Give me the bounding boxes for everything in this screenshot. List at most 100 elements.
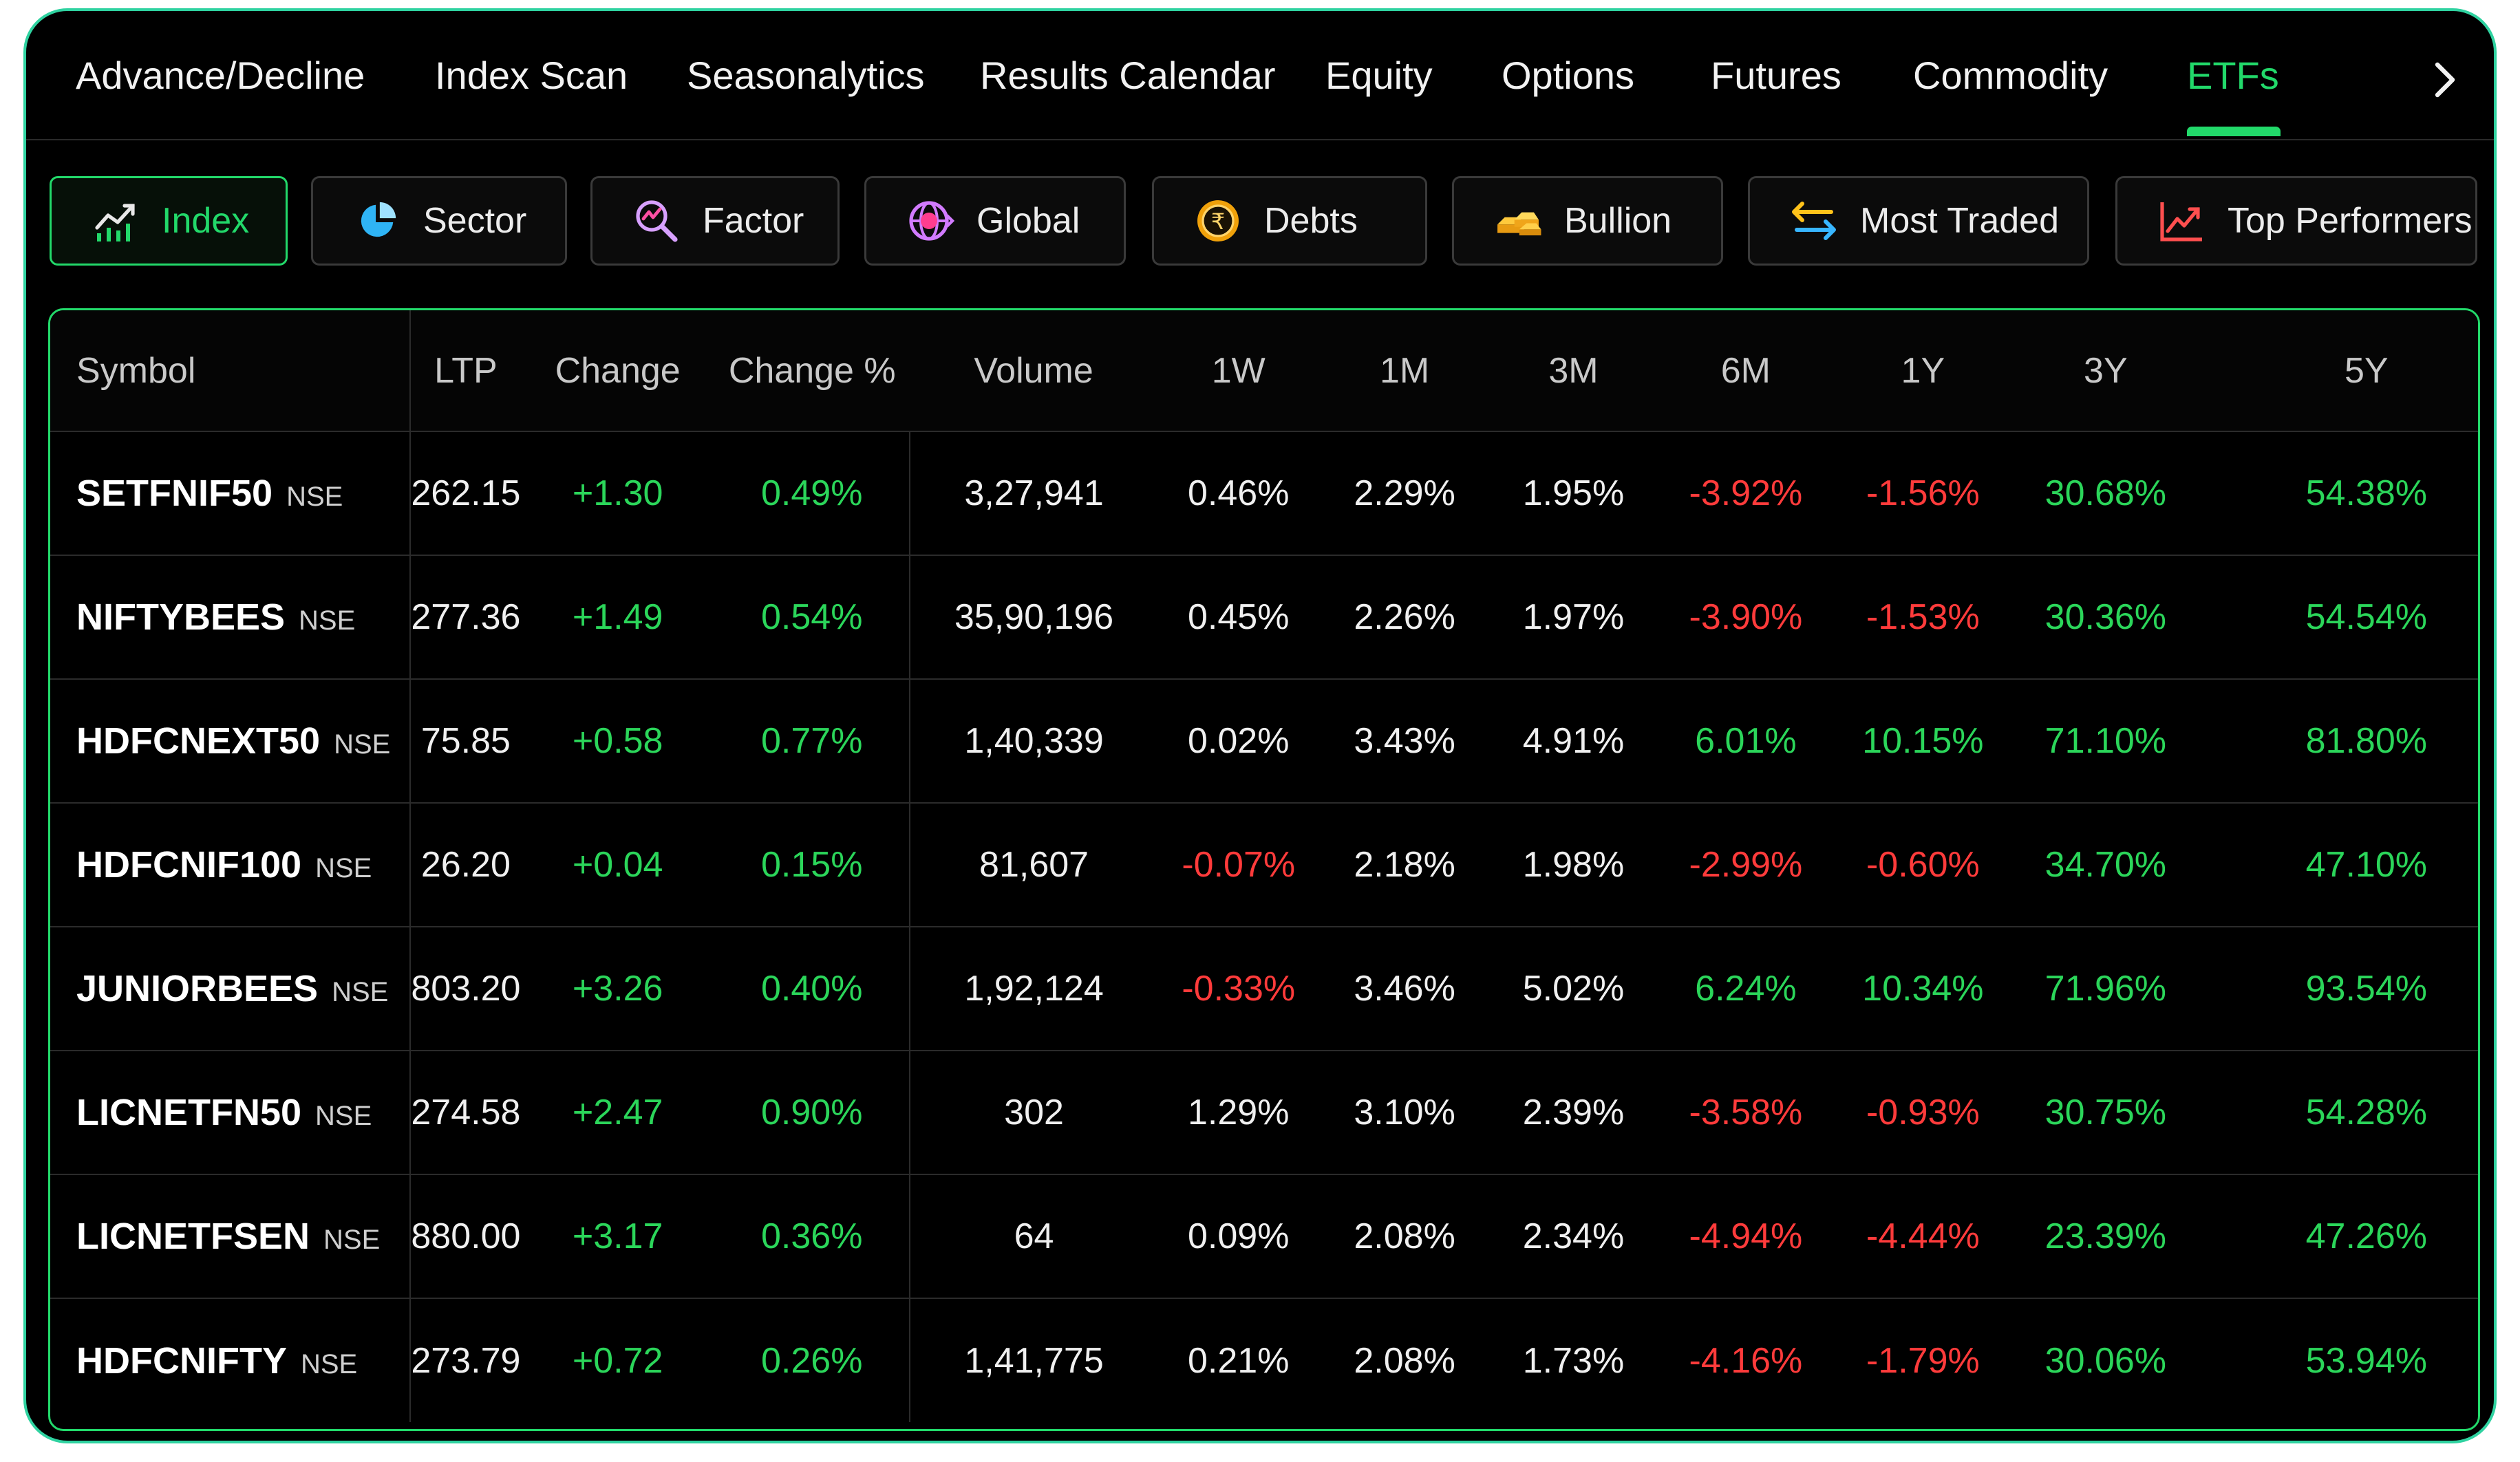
tab-equity[interactable]: Equity [1325, 54, 1433, 97]
cell-3y: 30.75% [2011, 1051, 2200, 1175]
table-row[interactable]: HDFCNIF100 NSE 26.20 +0.04 0.15% 81,607 -0.07%… [50, 803, 2478, 927]
category-most-traded-button[interactable]: Most Traded [1748, 176, 2089, 266]
cell-3m: 1.73% [1522, 1340, 1625, 1381]
symbol-name: SETFNIF50 [76, 473, 273, 514]
cell-symbol[interactable]: HDFCNIFTY NSE [50, 1298, 411, 1422]
table-row[interactable]: SETFNIF50 NSE 262.15 +1.30 0.49% 3,27,941 0.46… [50, 431, 2478, 556]
category-sector-button[interactable]: Sector [311, 176, 567, 266]
tab-commodity[interactable]: Commodity [1913, 54, 2108, 97]
exchange-label: NSE [332, 977, 389, 1007]
category-top-performers-button[interactable]: Top Performers [2115, 176, 2477, 266]
column-header-volume[interactable]: Volume [910, 310, 1158, 432]
tab-index-scan[interactable]: Index Scan [435, 54, 628, 97]
category-global-button[interactable]: Global [864, 176, 1126, 266]
cell-change-pct: 0.26% [761, 1340, 863, 1381]
table-body: SETFNIF50 NSE 262.15 +1.30 0.49% 3,27,941 0.46… [50, 431, 2478, 1422]
cell-symbol[interactable]: JUNIORBEES NSE [50, 927, 411, 1051]
category-bullion-button[interactable]: Bullion [1452, 176, 1723, 266]
cell-3m: 5.02% [1489, 927, 1658, 1051]
category-debts-button[interactable]: ₹ Debts [1152, 176, 1427, 266]
category-factor-button[interactable]: Factor [590, 176, 840, 266]
column-header-change[interactable]: Change [520, 310, 715, 432]
cell-1m: 2.18% [1319, 803, 1490, 927]
exchange-label: NSE [315, 853, 372, 883]
cell-1w: -0.33% [1157, 927, 1320, 1051]
cell-change-pct: 0.36% [714, 1174, 910, 1299]
app-window: Advance/Decline Index Scan Seasonalytics… [23, 8, 2497, 1443]
cell-symbol[interactable]: LICNETFN50 NSE [50, 1051, 411, 1175]
symbol-name: LICNETFSEN [76, 1216, 310, 1257]
column-header-3y[interactable]: 3Y [2011, 310, 2200, 432]
table-header-row: Symbol LTP Change Change % Volume 1W 1M … [50, 310, 2478, 432]
cell-ltp: 803.20 [409, 927, 521, 1051]
table-row[interactable]: LICNETFN50 NSE 274.58 +2.47 0.90% 302 1.29% 3.1… [50, 1051, 2478, 1175]
cell-symbol[interactable]: NIFTYBEES NSE [50, 555, 411, 680]
tab-options[interactable]: Options [1502, 54, 1634, 97]
cell-6m: 6.24% [1657, 927, 1835, 1051]
table-row[interactable]: LICNETFSEN NSE 880.00 +3.17 0.36% 64 0.09% 2.08… [50, 1174, 2478, 1299]
cell-3m: 1.97% [1489, 555, 1658, 680]
cell-volume: 1,40,339 [909, 679, 1158, 804]
tab-futures[interactable]: Futures [1711, 54, 1841, 97]
column-header-3m[interactable]: 3M [1489, 310, 1658, 432]
cell-change: +0.58 [520, 679, 715, 804]
column-header-1y[interactable]: 1Y [1834, 310, 2012, 432]
tab-advance-decline[interactable]: Advance/Decline [76, 54, 365, 97]
cell-3y: 30.68% [2011, 431, 2200, 556]
column-header-5y[interactable]: 5Y [2199, 310, 2478, 432]
table-row[interactable]: JUNIORBEES NSE 803.20 +3.26 0.40% 1,92,124 -0.… [50, 927, 2478, 1051]
cell-change: +2.47 [520, 1051, 715, 1175]
table-row[interactable]: HDFCNEXT50 NSE 75.85 +0.58 0.77% 1,40,339 0.02… [50, 679, 2478, 804]
column-header-ltp[interactable]: LTP [409, 310, 521, 432]
cell-1m: 3.43% [1319, 679, 1490, 804]
cell-volume: 35,90,196 [909, 555, 1158, 680]
chevron-right-icon[interactable] [2418, 52, 2473, 107]
cell-symbol[interactable]: HDFCNIF100 NSE [50, 803, 411, 927]
column-header-6m[interactable]: 6M [1657, 310, 1835, 432]
table-row[interactable]: HDFCNIFTY NSE 273.79 +0.72 0.26% 1,41,775 0.21… [50, 1298, 2478, 1422]
tab-etfs[interactable]: ETFs [2187, 54, 2279, 97]
cell-change: +0.04 [520, 803, 715, 927]
cell-symbol[interactable]: HDFCNEXT50 NSE [50, 679, 411, 804]
cell-1y: -1.53% [1834, 555, 2012, 680]
category-label: Factor [703, 201, 804, 241]
category-label: Index [162, 201, 250, 241]
cell-change-pct: 0.77% [714, 679, 910, 804]
top-navigation: Advance/Decline Index Scan Seasonalytics… [26, 11, 2494, 140]
cell-6m: -2.99% [1657, 803, 1835, 927]
cell-1w: 0.09% [1157, 1174, 1320, 1299]
column-header-1w[interactable]: 1W [1157, 310, 1320, 432]
cell-3m: 2.39% [1489, 1051, 1658, 1175]
exchange-label: NSE [334, 729, 391, 760]
cell-5y: 54.38% [2199, 431, 2478, 556]
tab-seasonalytics[interactable]: Seasonalytics [687, 54, 925, 97]
cell-5y: 54.54% [2199, 555, 2478, 680]
cell-change: +3.26 [520, 927, 715, 1051]
column-header-1m[interactable]: 1M [1319, 310, 1490, 432]
column-header-change-pct[interactable]: Change % [714, 310, 910, 432]
cell-ltp: 26.20 [409, 803, 521, 927]
cell-1m: 3.10% [1319, 1051, 1490, 1175]
tab-results-calendar[interactable]: Results Calendar [980, 54, 1276, 97]
category-label: Debts [1264, 201, 1358, 241]
cell-volume: 64 [909, 1174, 1158, 1299]
cell-change: +3.17 [520, 1174, 715, 1299]
cell-symbol[interactable]: SETFNIF50 NSE [50, 431, 411, 556]
cell-3y: 30.36% [2011, 555, 2200, 680]
table-row[interactable]: NIFTYBEES NSE 277.36 +1.49 0.54% 35,90,196 0.4… [50, 555, 2478, 680]
exchange-label: NSE [323, 1225, 381, 1255]
cell-3m: 4.91% [1489, 679, 1658, 804]
category-index-button[interactable]: Index [50, 176, 288, 266]
column-header-symbol[interactable]: Symbol [50, 310, 411, 432]
cell-ltp: 262.15 [409, 431, 521, 556]
cell-3y: 71.10% [2011, 679, 2200, 804]
cell-1y: 10.34% [1834, 927, 2012, 1051]
cell-symbol[interactable]: LICNETFSEN NSE [50, 1174, 411, 1299]
category-label: Global [976, 201, 1080, 241]
cell-5y: 53.94% [2305, 1340, 2427, 1381]
etf-table: Symbol LTP Change Change % Volume 1W 1M … [48, 308, 2480, 1431]
cell-3y: 71.96% [2011, 927, 2200, 1051]
gold-bars-icon [1493, 195, 1544, 246]
cell-1y: -1.79% [1866, 1340, 1980, 1381]
cell-1y: -0.93% [1834, 1051, 2012, 1175]
